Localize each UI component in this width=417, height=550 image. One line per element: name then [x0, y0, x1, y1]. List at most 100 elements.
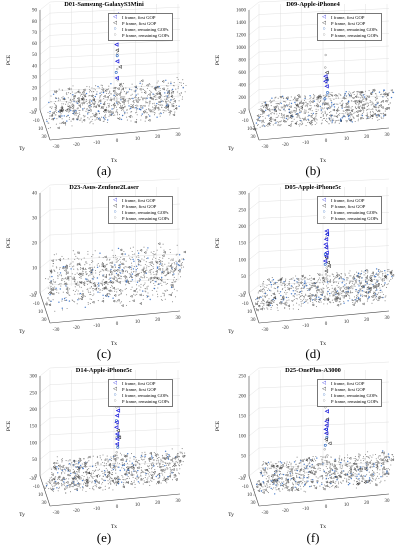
noise-point — [173, 476, 175, 478]
triangle-marker-icon: ◁ — [113, 21, 117, 26]
noise-point — [116, 92, 118, 95]
noise-point — [320, 293, 322, 296]
noise-point — [145, 118, 147, 120]
noise-point — [79, 286, 81, 288]
legend: ◁ I frame, first GOP ◁ P frame, first GOP ○ I… — [108, 196, 174, 224]
noise-point — [162, 265, 164, 267]
noise-point — [57, 468, 60, 470]
noise-point — [266, 303, 269, 307]
noise-point — [83, 483, 85, 485]
noise-point — [141, 83, 143, 85]
noise-point — [320, 97, 322, 100]
noise-point — [253, 488, 255, 491]
noise-point — [304, 112, 306, 114]
noise-point — [392, 91, 395, 94]
noise-point — [370, 283, 372, 285]
noise-point — [164, 462, 167, 464]
noise-point — [158, 113, 160, 115]
noise-point — [91, 480, 93, 482]
noise-point — [334, 296, 336, 298]
noise-point — [150, 282, 152, 284]
noise-point — [378, 276, 380, 278]
noise-point — [369, 277, 372, 280]
noise-point — [51, 107, 53, 110]
z-tick-label: 200 — [239, 96, 247, 101]
noise-point — [84, 269, 86, 271]
noise-point — [128, 98, 130, 100]
y-tick-label: 10 — [247, 310, 253, 315]
noise-point — [307, 299, 309, 301]
noise-point — [53, 281, 55, 283]
noise-point — [316, 106, 318, 108]
noise-point — [158, 282, 160, 284]
noise-point — [87, 485, 89, 487]
noise-point — [146, 257, 148, 260]
legend-label: I frame, first GOP — [331, 198, 365, 203]
noise-point — [110, 281, 114, 284]
noise-point — [74, 293, 76, 295]
noise-point — [348, 91, 350, 93]
noise-point — [126, 462, 128, 464]
noise-point — [102, 107, 104, 109]
noise-point — [133, 458, 135, 460]
noise-point — [314, 95, 316, 97]
circle-marker-icon: ○ — [113, 27, 117, 32]
noise-point — [345, 91, 347, 93]
noise-point — [310, 297, 312, 299]
noise-point — [369, 279, 373, 282]
noise-point — [277, 102, 279, 104]
noise-point — [145, 480, 149, 484]
noise-point — [148, 93, 151, 96]
noise-point — [73, 475, 77, 478]
noise-point — [144, 105, 146, 107]
noise-point — [170, 82, 172, 85]
noise-point — [78, 112, 80, 114]
noise-point — [61, 121, 64, 124]
noise-point — [94, 89, 96, 91]
noise-point — [115, 466, 117, 468]
noise-point — [53, 485, 55, 487]
noise-point — [269, 100, 271, 102]
noise-point — [142, 97, 144, 99]
noise-point — [144, 451, 146, 453]
noise-point — [89, 122, 91, 124]
noise-point — [341, 273, 343, 275]
noise-point — [161, 273, 163, 275]
noise-point — [109, 478, 111, 480]
noise-point — [330, 106, 332, 108]
noise-point — [285, 96, 289, 99]
x-tick-label: -30 — [53, 328, 60, 333]
noise-point — [297, 282, 299, 284]
noise-point — [253, 125, 255, 127]
noise-point — [115, 106, 117, 108]
noise-point — [105, 471, 107, 473]
noise-point — [378, 285, 380, 287]
z-tick-label: 1000 — [236, 46, 247, 51]
noise-point — [54, 270, 56, 272]
noise-point — [317, 465, 319, 467]
noise-point — [123, 103, 125, 105]
noise-point — [334, 298, 338, 302]
p-remaining-point — [116, 52, 119, 55]
noise-point — [165, 455, 167, 457]
i-first-point — [114, 59, 120, 64]
noise-point — [81, 91, 85, 94]
noise-point — [348, 288, 350, 290]
noise-point — [128, 99, 130, 101]
noise-point — [123, 263, 125, 265]
y-axis-label: Ty — [228, 329, 234, 335]
noise-point — [271, 121, 273, 123]
noise-point — [267, 125, 269, 127]
noise-point — [61, 279, 63, 282]
noise-point — [91, 259, 93, 261]
noise-point — [290, 114, 293, 117]
noise-point — [113, 102, 115, 104]
noise-point — [47, 287, 49, 289]
y-tick-label: -30 — [238, 477, 245, 482]
noise-point — [112, 90, 116, 93]
noise-point — [86, 274, 88, 276]
noise-point — [96, 462, 98, 464]
noise-point — [154, 453, 156, 455]
noise-point — [352, 301, 354, 304]
noise-point — [89, 107, 91, 109]
